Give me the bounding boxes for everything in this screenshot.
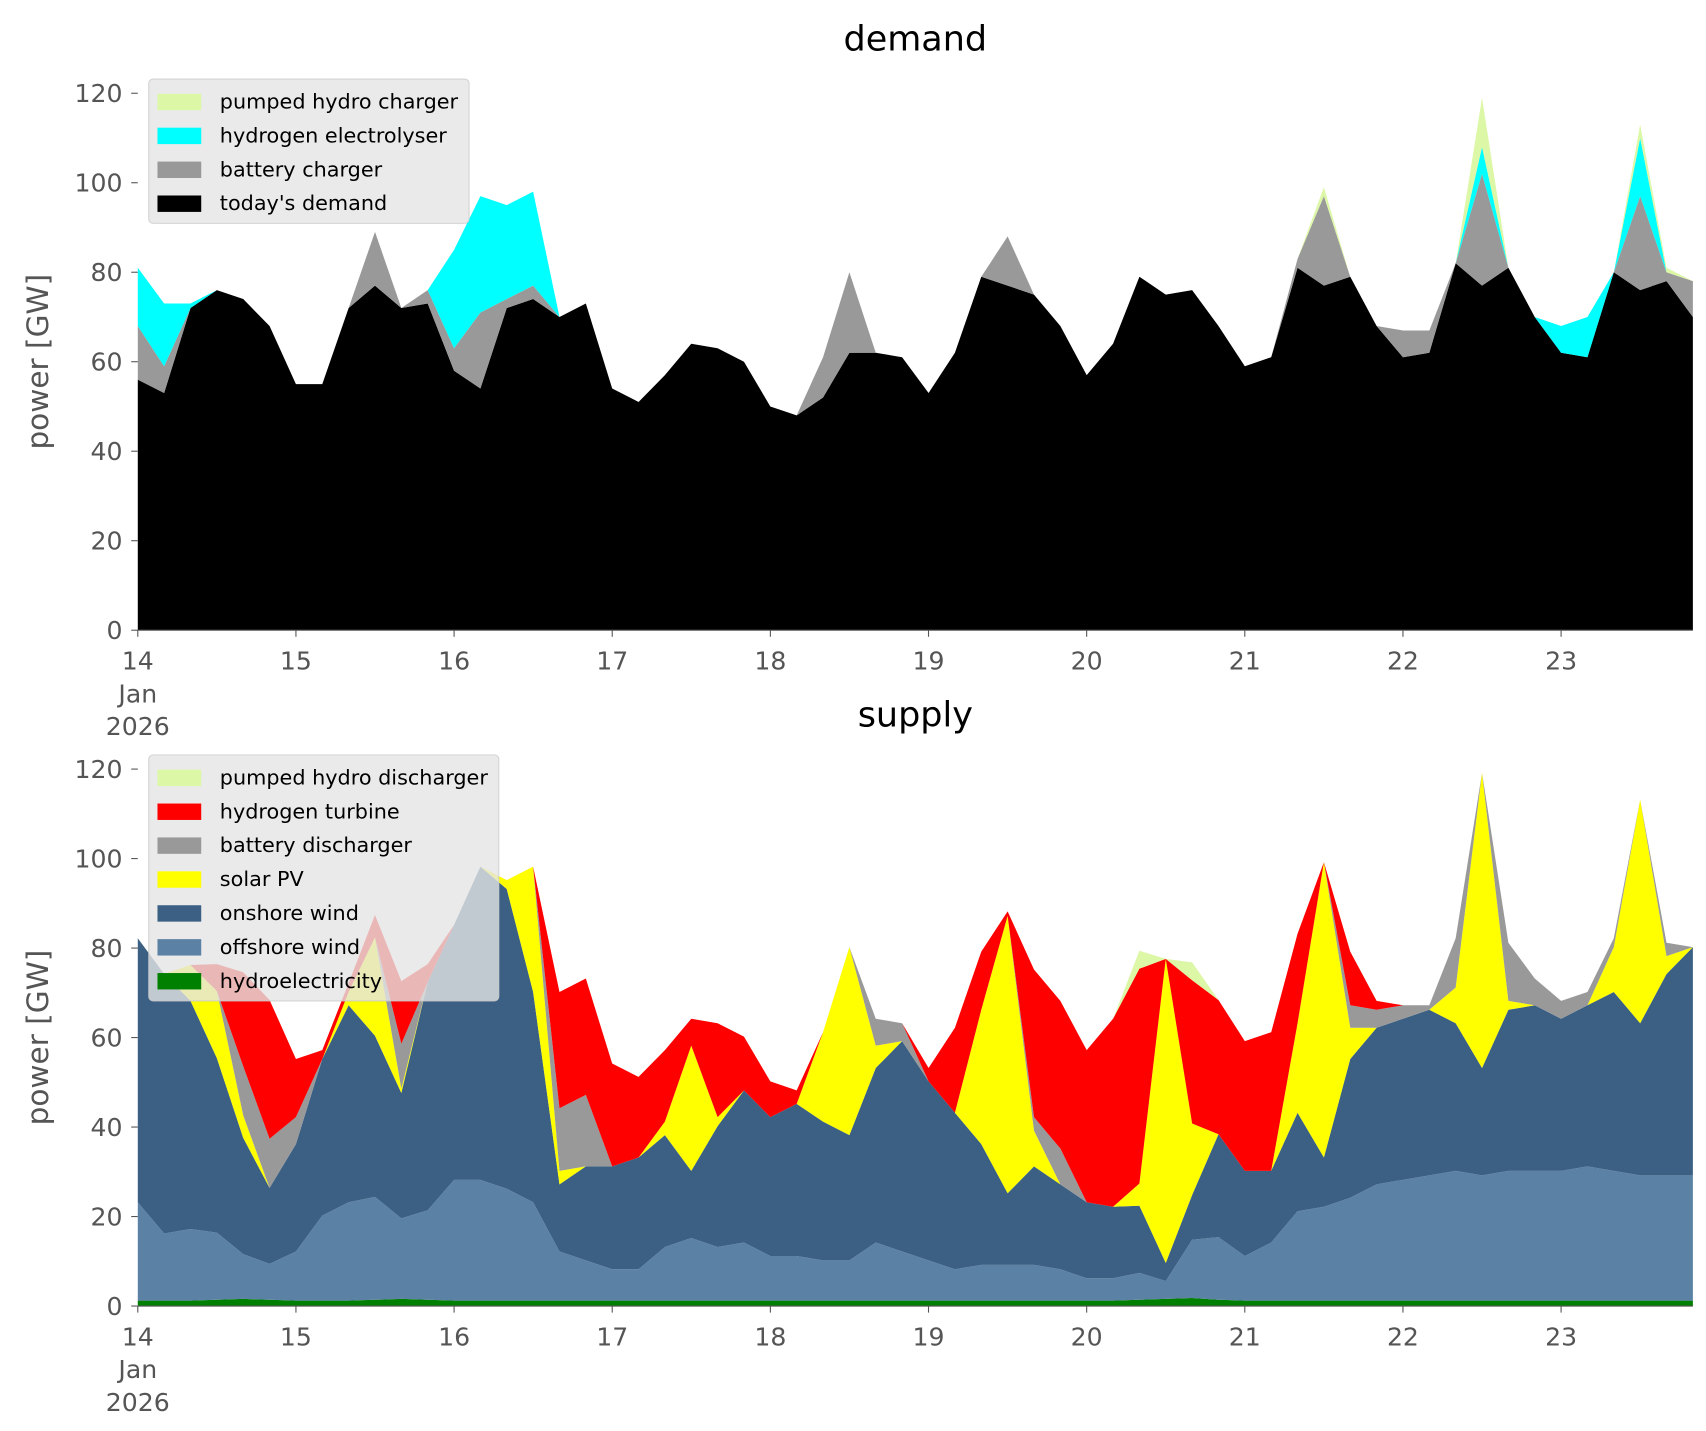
legend-label: hydrogen electrolyser [220,123,447,147]
area-5 [137,1166,1693,1301]
legend-swatch [157,195,202,212]
y-tick-label: 0 [106,1292,122,1321]
area-3 [137,263,1693,631]
legend-swatch [157,837,202,854]
legend-swatch [157,161,202,179]
x-tick-label: 14 Jan 2026 [106,647,170,742]
y-tick-label: 0 [106,616,122,645]
legend-label: onshore wind [220,901,359,925]
x-tick-label: 20 [1071,647,1103,676]
y-tick-label: 40 [90,1113,122,1142]
x-tick-label: 18 [754,1322,786,1351]
y-tick-label: 80 [90,258,122,287]
legend-label: battery discharger [220,833,413,857]
x-tick-label: 21 [1229,1322,1261,1351]
legend-label: battery charger [220,157,383,181]
x-tick-label: 14 Jan 2026 [106,1322,170,1417]
y-axis-label: power [GW] [21,950,55,1126]
y-tick-label: 100 [74,168,122,197]
x-tick-label: 22 [1387,1322,1419,1351]
legend: pumped hydro charger hydrogen electrolyse… [148,78,470,224]
x-tick-label: 17 [596,1322,628,1351]
chart-title: demand [844,20,988,60]
legend-label: today's demand [220,191,387,215]
legend-swatch [157,803,202,820]
legend-swatch [157,871,202,888]
area-4 [137,866,1693,1281]
x-tick-label: 23 [1545,647,1577,676]
y-tick-label: 40 [90,437,122,466]
x-tick-label: 22 [1387,647,1419,676]
legend-label: pumped hydro discharger [220,765,489,789]
y-tick-label: 120 [74,79,122,108]
legend-box [148,78,470,224]
y-tick-label: 20 [90,526,122,555]
legend-label: pumped hydro charger [220,90,459,114]
x-tick-label: 19 [913,1322,945,1351]
x-tick-label: 16 [438,1322,470,1351]
y-tick-label: 60 [90,347,122,376]
x-tick-label: 15 [280,647,312,676]
legend-label: hydroelectricity [220,969,382,993]
legend-swatch [157,973,202,990]
x-tick-label: 15 [280,1322,312,1351]
legend-swatch [157,127,202,145]
x-tick-label: 18 [754,647,786,676]
x-tick-label: 17 [596,647,628,676]
x-tick-label: 21 [1229,647,1261,676]
legend-swatch [157,905,202,922]
x-tick-label: 20 [1071,1322,1103,1351]
legend-swatch [157,939,202,956]
legend-label: hydrogen turbine [220,799,400,823]
y-tick-label: 60 [90,1023,122,1052]
y-tick-label: 100 [74,844,122,873]
x-tick-label: 23 [1545,1322,1577,1351]
y-tick-label: 120 [74,755,122,784]
area-3 [137,772,1693,1264]
y-tick-label: 80 [90,934,122,963]
y-tick-label: 20 [90,1202,122,1231]
x-tick-label: 16 [438,647,470,676]
area-6 [137,1297,1693,1307]
y-axis-label: power [GW] [21,274,55,450]
chart-title: supply [858,695,973,735]
legend-label: offshore wind [220,935,360,959]
x-tick-label: 19 [913,647,945,676]
area-1 [137,137,1693,416]
legend-swatch [157,769,202,787]
legend-label: solar PV [220,867,305,891]
legend: pumped hydro discharger hydrogen turbine b… [148,754,500,1002]
legend-swatch [157,93,202,111]
legend-box [148,754,500,1002]
